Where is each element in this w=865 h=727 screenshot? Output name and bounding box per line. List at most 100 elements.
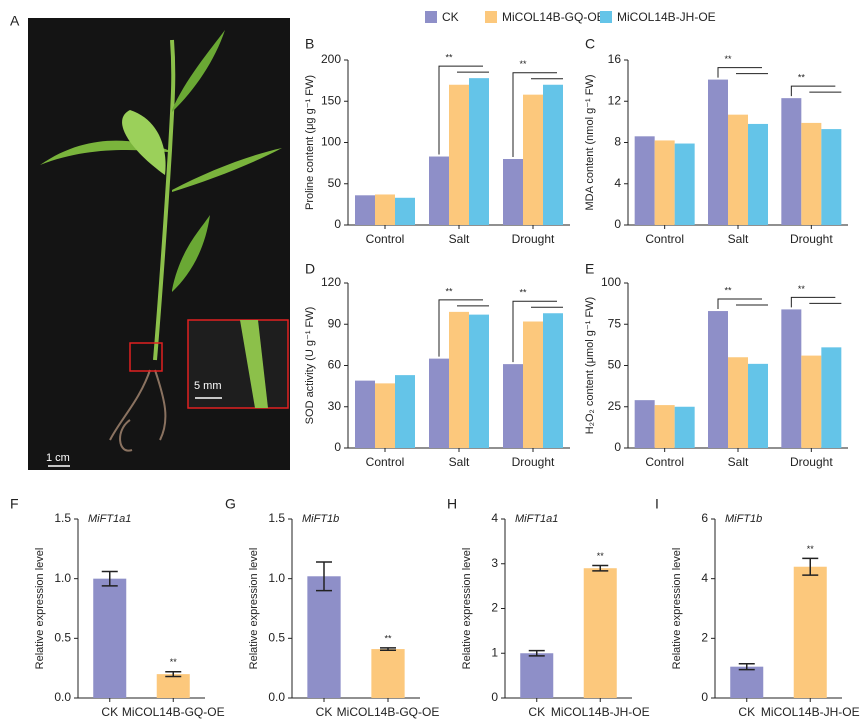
y-tick-label: 0.5 — [54, 631, 71, 645]
bar — [708, 79, 728, 225]
panel-label: A — [10, 13, 20, 29]
bar — [634, 136, 655, 225]
y-tick-label: 90 — [328, 316, 342, 330]
y-tick-label: 120 — [321, 275, 341, 289]
x-tick-label: CK — [316, 705, 333, 719]
y-tick-label: 12 — [608, 93, 622, 107]
y-tick-label: 0 — [614, 217, 621, 231]
significance-label: ** — [724, 54, 732, 64]
x-tick-label: Salt — [449, 232, 470, 246]
y-tick-label: 8 — [614, 135, 621, 149]
error-bar — [592, 564, 609, 572]
y-tick-label: 1.5 — [54, 511, 71, 525]
bar — [781, 98, 802, 225]
significance-bracket — [717, 298, 768, 310]
y-tick-label: 0.0 — [268, 690, 285, 704]
x-tick-label: Control — [645, 232, 684, 246]
bar — [395, 375, 415, 448]
bar — [371, 649, 405, 698]
error-bar — [380, 647, 396, 652]
bar — [543, 84, 563, 225]
y-tick-label: 100 — [321, 135, 341, 149]
x-tick-label: Salt — [728, 455, 749, 469]
leaf — [172, 30, 225, 112]
roots — [109, 369, 167, 452]
significance-bracket — [512, 300, 563, 363]
y-tick-label: 0 — [614, 440, 621, 454]
bar — [748, 363, 768, 448]
y-tick-label: 50 — [328, 176, 342, 190]
x-tick-label: CK — [528, 705, 545, 719]
scale-label: 5 mm — [194, 380, 222, 392]
legend-swatch — [425, 11, 437, 23]
significance-label: ** — [798, 73, 806, 83]
x-tick-label: CK — [101, 705, 118, 719]
x-tick-label: Salt — [449, 455, 470, 469]
y-tick-label: 1.5 — [268, 511, 285, 525]
significance-bracket — [790, 296, 842, 308]
significance-label: ** — [384, 633, 392, 643]
significance-bracket — [717, 67, 768, 78]
leaf — [122, 110, 166, 175]
bar — [821, 347, 842, 448]
photo-panel: A 5 mm 1 cm — [10, 13, 290, 470]
error-bar — [316, 561, 332, 592]
bar — [728, 114, 748, 225]
zoom-box — [129, 342, 163, 372]
y-tick-label: 1.0 — [268, 571, 285, 585]
significance-label: ** — [807, 544, 815, 554]
leaf — [172, 148, 282, 192]
error-bar — [528, 649, 545, 657]
leaf — [172, 215, 210, 292]
bar — [523, 94, 543, 226]
significance-label: ** — [519, 288, 527, 298]
x-tick-label: Drought — [790, 455, 833, 469]
y-tick-label: 200 — [321, 52, 341, 66]
y-axis-label: Relative expression level — [461, 548, 473, 670]
significance-label: ** — [445, 286, 453, 296]
y-tick-label: 0 — [334, 440, 341, 454]
significance-label: ** — [798, 284, 806, 294]
y-tick-label: 1 — [491, 645, 498, 659]
x-tick-label: Control — [645, 455, 684, 469]
y-tick-label: 30 — [328, 399, 342, 413]
y-tick-label: 150 — [321, 93, 341, 107]
y-tick-label: 75 — [608, 316, 622, 330]
bar — [801, 122, 822, 225]
y-tick-label: 60 — [328, 358, 342, 372]
x-tick-label: Drought — [512, 232, 555, 246]
bar — [307, 576, 341, 698]
bar — [355, 380, 375, 448]
scale-label: 1 cm — [46, 452, 70, 464]
bar — [583, 568, 617, 698]
bar — [674, 406, 695, 448]
y-axis-label: Proline content (μg g⁻¹ FW) — [304, 75, 316, 210]
bar — [520, 653, 554, 698]
y-axis-label: Relative expression level — [34, 548, 46, 670]
error-bar — [802, 557, 819, 576]
x-tick-label: Salt — [728, 232, 749, 246]
x-tick-label: Drought — [512, 455, 555, 469]
bar — [156, 674, 190, 698]
bar — [781, 309, 802, 448]
bar — [654, 405, 675, 448]
panel-label: D — [305, 261, 315, 277]
bar — [355, 195, 375, 225]
error-bar — [101, 570, 118, 587]
significance-bracket — [438, 299, 489, 357]
legend-swatch — [485, 11, 497, 23]
y-tick-label: 4 — [614, 176, 621, 190]
y-tick-label: 100 — [601, 275, 621, 289]
y-axis-label: Relative expression level — [671, 548, 683, 670]
panel-label: E — [585, 261, 594, 277]
bar — [708, 311, 728, 448]
legend-label: MiCOL14B-GQ-OE — [502, 10, 605, 24]
bar — [654, 140, 675, 225]
bar — [395, 197, 415, 225]
y-tick-label: 0.0 — [54, 690, 71, 704]
panel-label: H — [447, 496, 457, 512]
bar — [503, 364, 523, 448]
y-axis-label: H₂O₂ content (μmol g⁻¹ FW) — [584, 297, 596, 434]
bar — [93, 578, 127, 698]
x-tick-label: MiCOL14B-JH-OE — [551, 705, 650, 719]
